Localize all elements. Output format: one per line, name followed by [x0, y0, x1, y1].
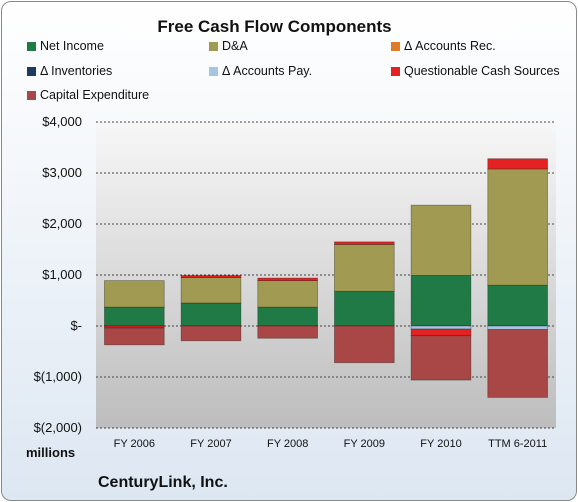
bar-segment: [487, 325, 548, 330]
bar-segment: [334, 243, 395, 292]
x-tick-labels: FY 2006 FY 2007 FY 2008 FY 2009 FY 2010 TTM 6…: [114, 438, 548, 450]
bar-segment: [410, 328, 472, 337]
bar-segment: [180, 325, 242, 342]
y-tick-label: $-: [70, 318, 82, 333]
bar-segment: [104, 280, 165, 308]
y-tick-label: $(1,000): [34, 369, 82, 384]
y-tick-label: $4,000: [42, 114, 82, 129]
company-name: CenturyLink, Inc.: [98, 474, 228, 491]
bar-segment: [334, 241, 395, 245]
bar-segment: [410, 325, 472, 330]
bar-segment: [334, 290, 395, 327]
bar-segment: [487, 158, 548, 170]
legend-swatch: [209, 42, 218, 51]
legend-item-da: D&A: [209, 39, 248, 53]
chart-title: Free Cash Flow Components: [157, 17, 392, 36]
legend-item-inventories: Δ Inventories: [27, 64, 112, 78]
y-tick-label: $1,000: [42, 267, 82, 282]
legend-item-net-income: Net Income: [27, 39, 104, 53]
bar-segment: [334, 325, 395, 364]
units-label: millions: [26, 445, 76, 460]
x-tick-label: FY 2007: [190, 438, 231, 450]
bar-segment: [257, 280, 318, 308]
y-tick-label: $2,000: [42, 216, 82, 231]
bar-segment: [257, 277, 318, 282]
x-tick-label: FY 2006: [114, 438, 155, 450]
legend-swatch: [209, 67, 218, 76]
y-tick-label: $3,000: [42, 165, 82, 180]
legend-swatch: [391, 42, 400, 51]
legend-item-accounts-pay: Δ Accounts Pay.: [209, 64, 312, 78]
legend-swatch: [391, 67, 400, 76]
x-tick-label: FY 2010: [420, 438, 461, 450]
y-tick-label: $(2,000): [34, 420, 82, 435]
bars: [104, 158, 548, 398]
bar-segment: [180, 277, 242, 304]
bar-segment: [104, 327, 165, 346]
bar-segment: [410, 275, 472, 327]
x-tick-label: TTM 6-2011: [488, 438, 547, 450]
bar-segment: [257, 325, 318, 339]
bar-segment: [180, 302, 242, 327]
legend: Net Income D&A Δ Accounts Rec. Δ Invento…: [2, 2, 576, 112]
bar-segment: [257, 306, 318, 327]
legend-swatch: [27, 42, 36, 51]
legend-item-questionable-cash: Questionable Cash Sources: [391, 64, 560, 78]
legend-swatch: [27, 91, 36, 100]
legend-swatch: [27, 67, 36, 76]
bar-segment: [487, 329, 548, 398]
y-tick-labels: $4,000 $3,000 $2,000 $1,000 $- $(1,000) $(2,00…: [34, 114, 82, 435]
bar-segment: [487, 284, 548, 327]
bar-segment: [104, 306, 165, 327]
gridlines: [96, 121, 556, 429]
x-tick-label: FY 2009: [344, 438, 385, 450]
bar-segment: [410, 335, 472, 381]
legend-item-accounts-rec: Δ Accounts Rec.: [391, 39, 496, 53]
bar-segment: [180, 275, 242, 278]
bar-segment: [410, 204, 472, 276]
legend-item-capex: Capital Expenditure: [27, 88, 149, 102]
bar-segment: [487, 168, 548, 286]
x-tick-label: FY 2008: [267, 438, 308, 450]
